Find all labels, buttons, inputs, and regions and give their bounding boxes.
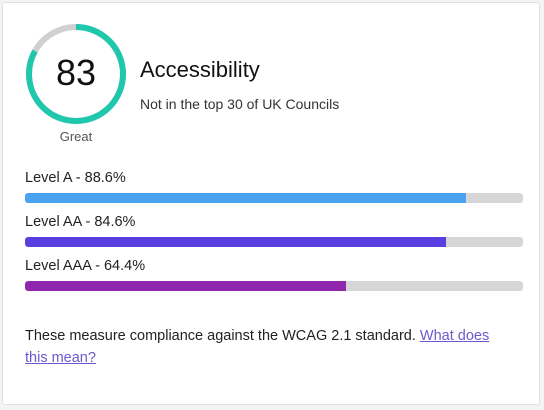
score-ring xyxy=(26,24,126,124)
score-value: 83 xyxy=(55,52,97,93)
footer-note: These measure compliance against the WCA… xyxy=(25,325,515,369)
level-aaa: Level AAA - 64.4% xyxy=(25,256,525,291)
level-a-bar-fill xyxy=(25,193,467,203)
level-aaa-label: Level AAA - 64.4% xyxy=(25,258,146,274)
section-title: Accessibility xyxy=(140,57,260,82)
level-a-bar-track xyxy=(25,193,523,203)
level-a-label: Level A - 88.6% xyxy=(25,170,126,186)
section-subtitle: Not in the top 30 of UK Councils xyxy=(140,96,340,112)
level-aa-bar-track xyxy=(25,237,523,247)
score-gauge: 83 xyxy=(23,21,129,127)
level-aa-label: Level AA - 84.6% xyxy=(25,214,136,230)
level-aaa-bar-track xyxy=(25,281,523,291)
footer-text: These measure compliance against the WCA… xyxy=(25,328,420,344)
accessibility-card: 83 Great Accessibility Not in the top 30… xyxy=(2,2,540,405)
score-rating: Great xyxy=(59,129,93,144)
level-aa: Level AA - 84.6% xyxy=(25,212,525,247)
level-aaa-bar-fill xyxy=(25,281,346,291)
what-does-this-mean-link[interactable]: What does this mean? xyxy=(25,328,490,366)
level-aa-bar-fill xyxy=(25,237,447,247)
level-a: Level A - 88.6% xyxy=(25,168,525,203)
